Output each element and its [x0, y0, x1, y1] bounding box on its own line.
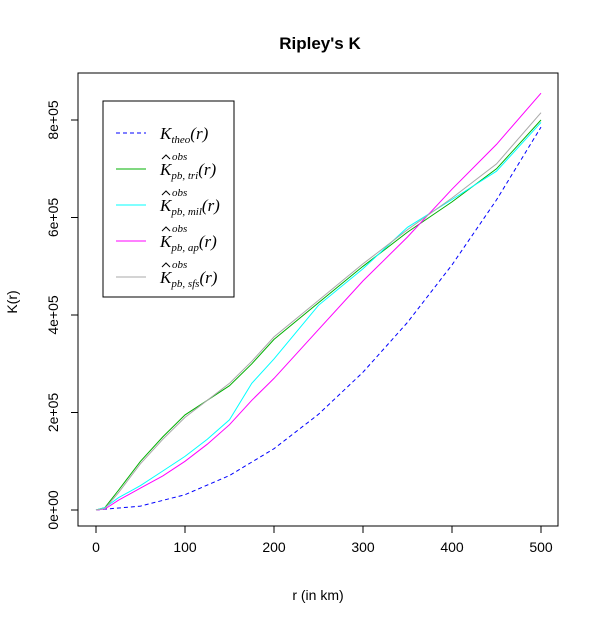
series-line-2: [95, 119, 542, 511]
legend-label-1: Ktheo(r): [159, 124, 209, 146]
y-tick-label: 4e+05: [45, 295, 61, 335]
legend-label-2: Kpb, tri(r): [159, 160, 217, 182]
x-tick-label: 100: [173, 539, 197, 555]
y-tick-label: 6e+05: [45, 198, 61, 238]
x-tick-label: 200: [262, 539, 286, 555]
x-tick-label: 0: [92, 539, 100, 555]
legend-sup-5: obs: [172, 259, 187, 271]
legend-label-4: Kpb, ap(r): [159, 232, 217, 254]
chart-title: Ripley's K: [279, 34, 361, 53]
legend-hat-2: [161, 154, 171, 160]
legend-label-3: Kpb, mil(r): [159, 196, 220, 218]
x-axis: 0 100 200 300 400 500: [92, 525, 553, 555]
legend-hat-5: [161, 262, 171, 268]
x-tick-label: 400: [440, 539, 464, 555]
y-axis-label: K(r): [4, 290, 20, 313]
y-axis: 0e+00 2e+05 4e+05 6e+05 8e+05: [45, 100, 79, 530]
legend-sup-2: obs: [172, 151, 187, 163]
legend-sup-4: obs: [172, 223, 187, 235]
y-tick-label: 0e+00: [45, 490, 61, 530]
series-line-5: [95, 112, 542, 511]
y-tick-label: 2e+05: [45, 393, 61, 433]
x-axis-label: r (in km): [292, 587, 343, 603]
y-tick-label: 8e+05: [45, 100, 61, 140]
legend-hat-4: [161, 226, 171, 232]
x-tick-label: 500: [529, 539, 553, 555]
legend-sup-3: obs: [172, 187, 187, 199]
series-line-1: [95, 126, 542, 511]
legend-hat-3: [161, 190, 171, 196]
x-tick-label: 300: [351, 539, 375, 555]
series-group: [95, 92, 542, 511]
legend-box: [102, 100, 235, 298]
series-line-4: [95, 92, 542, 511]
legend-label-5: Kpb, sfs(r): [159, 268, 218, 290]
